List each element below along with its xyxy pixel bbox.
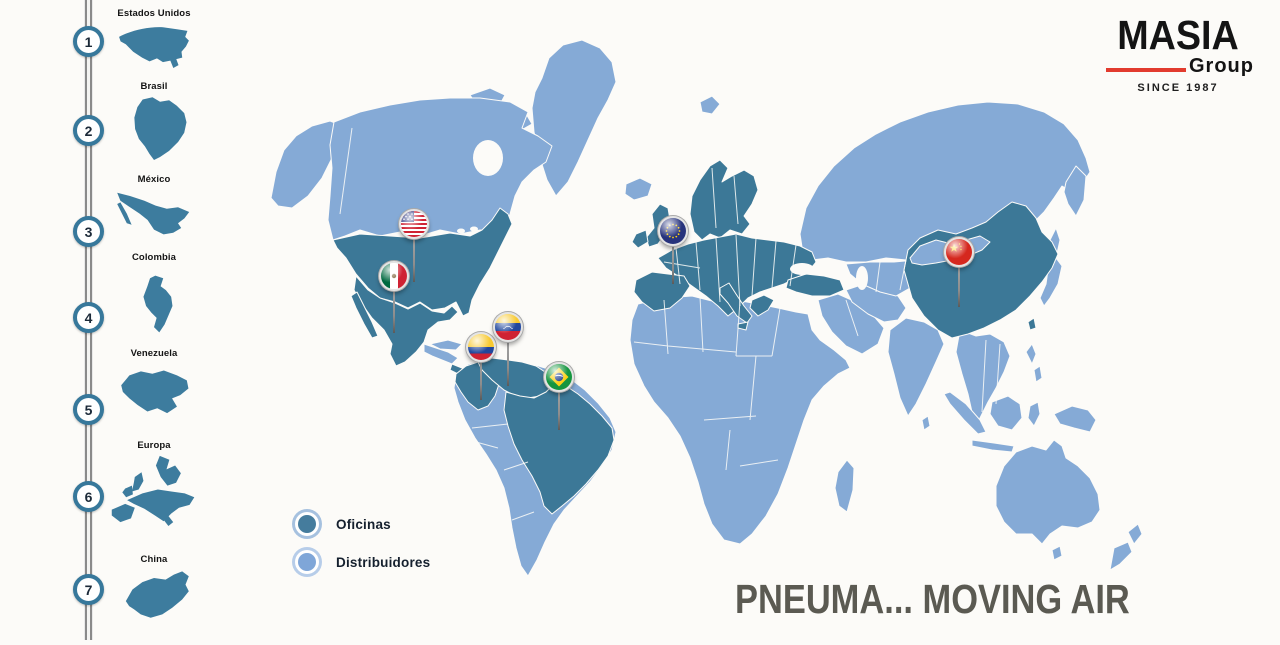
mexico-flag-icon bbox=[379, 261, 409, 291]
country-label: Europa bbox=[137, 440, 171, 451]
venezuela-silhouette-icon bbox=[121, 370, 189, 414]
sidebar-item-colombia: Colombia bbox=[96, 252, 212, 346]
inland-seas bbox=[457, 140, 868, 290]
sidebar-item-china: China bbox=[96, 554, 212, 626]
logo-sub: Group bbox=[1189, 55, 1254, 77]
eu-flag-icon bbox=[658, 216, 688, 246]
china-silhouette-icon bbox=[125, 571, 189, 618]
venezuela-flag-icon bbox=[493, 312, 523, 342]
usa-flag-icon bbox=[399, 209, 429, 239]
step-number-7: 7 bbox=[73, 574, 104, 605]
pin-stick bbox=[558, 377, 560, 430]
office-marker-icon bbox=[298, 515, 316, 533]
pin-stick bbox=[480, 347, 482, 400]
country-borders bbox=[339, 127, 1001, 521]
country-label: Venezuela bbox=[130, 348, 178, 359]
pin-stick bbox=[413, 224, 415, 282]
pin-stick bbox=[393, 276, 395, 333]
legend-distributors-label: Distribuidores bbox=[336, 554, 431, 570]
country-label: Estados Unidos bbox=[117, 8, 191, 19]
sidebar-item-brasil: Brasil bbox=[96, 81, 212, 163]
country-label: México bbox=[137, 174, 171, 185]
colombia-silhouette-icon bbox=[143, 275, 173, 333]
pin-stick bbox=[507, 327, 509, 386]
brazil-flag-icon bbox=[544, 362, 574, 392]
step-number-6: 6 bbox=[73, 481, 104, 512]
step-number-1: 1 bbox=[73, 26, 104, 57]
slogan-text: PNEUMA... MOVING AIR bbox=[735, 576, 1130, 622]
country-label: China bbox=[140, 554, 168, 565]
brazil-silhouette-icon bbox=[134, 97, 187, 160]
sidebar-item-mexico: México bbox=[96, 174, 212, 244]
step-number-5: 5 bbox=[73, 394, 104, 425]
map-legend: Oficinas Distribuidores bbox=[292, 509, 430, 585]
step-number-4: 4 bbox=[73, 302, 104, 333]
step-number-3: 3 bbox=[73, 216, 104, 247]
sidebar-item-venezuela: Venezuela bbox=[96, 348, 212, 420]
country-label: Brasil bbox=[140, 81, 168, 92]
logo-name: MASIA bbox=[1117, 12, 1239, 58]
logo-tagline: SINCE 1987 bbox=[1137, 82, 1219, 94]
colombia-flag-icon bbox=[466, 332, 496, 362]
step-number-2: 2 bbox=[73, 115, 104, 146]
china-flag-icon bbox=[944, 237, 974, 267]
pin-stick bbox=[958, 252, 960, 307]
country-label: Colombia bbox=[131, 252, 177, 263]
europe-silhouette-icon bbox=[111, 455, 195, 526]
distributor-marker-icon bbox=[298, 553, 316, 571]
legend-offices-row: Oficinas bbox=[292, 509, 430, 539]
pin-stick bbox=[672, 231, 674, 284]
legend-offices-label: Oficinas bbox=[336, 516, 391, 532]
sidebar-item-estados-unidos: Estados Unidos bbox=[96, 8, 212, 74]
sidebar-item-europa: Europa bbox=[96, 440, 212, 550]
logo-row: Group bbox=[1102, 55, 1254, 78]
mexico-silhouette-icon bbox=[117, 192, 190, 235]
company-logo: MASIA Group SINCE 1987 bbox=[1102, 12, 1254, 94]
usa-silhouette-icon bbox=[119, 27, 189, 69]
legend-distributors-row: Distribuidores bbox=[292, 547, 430, 577]
logo-red-line bbox=[1106, 67, 1186, 72]
